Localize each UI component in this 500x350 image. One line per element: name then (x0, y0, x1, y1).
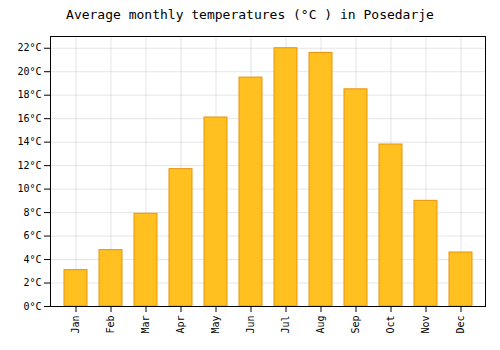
svg-text:10°C: 10°C (17, 183, 41, 194)
svg-text:2°C: 2°C (23, 277, 41, 288)
svg-text:18°C: 18°C (17, 89, 41, 100)
svg-text:4°C: 4°C (23, 254, 41, 265)
html-text:Average monthly temperatures (: Average monthly temperatures (°C ) in Po… (66, 7, 434, 22)
svg-text:Feb: Feb (105, 316, 116, 334)
svg-text:Oct: Oct (385, 316, 396, 334)
svg-text:16°C: 16°C (17, 113, 41, 124)
svg-text:22°C: 22°C (17, 42, 41, 53)
svg-text:Jan: Jan (70, 316, 81, 334)
svg-text:6°C: 6°C (23, 230, 41, 241)
svg-text:Mar: Mar (140, 316, 151, 334)
svg-text:14°C: 14°C (17, 136, 41, 147)
svg-text:Dec: Dec (455, 316, 466, 334)
svg-text:Jun: Jun (245, 316, 256, 334)
svg-text:Apr: Apr (175, 316, 186, 334)
svg-text:Aug: Aug (315, 316, 326, 334)
svg-text:0°C: 0°C (23, 301, 41, 312)
svg-text:20°C: 20°C (17, 66, 41, 77)
svg-text:Sep: Sep (350, 316, 361, 334)
svg-text:Jul: Jul (280, 316, 291, 334)
svg-text:8°C: 8°C (23, 207, 41, 218)
svg-text:May: May (210, 316, 221, 334)
svg-text:Nov: Nov (420, 316, 431, 334)
svg-text:12°C: 12°C (17, 160, 41, 171)
